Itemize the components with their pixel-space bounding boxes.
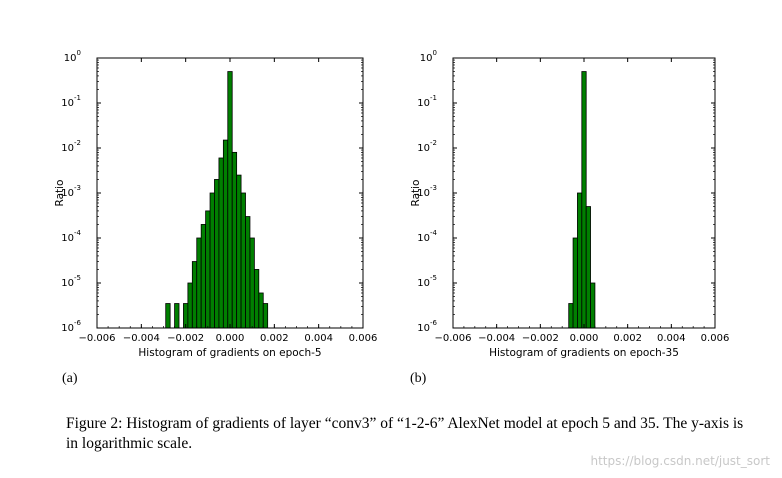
histogram-bar — [568, 303, 574, 329]
histogram-bar — [191, 261, 198, 329]
watermark: https://blog.csdn.net/just_sort — [590, 454, 771, 468]
x-tick-label: 0.000 — [570, 333, 599, 344]
histogram-bar — [174, 303, 180, 329]
x-tick-label: 0.004 — [657, 333, 686, 344]
y-tick-label: 10-2 — [61, 139, 81, 154]
histogram-bar — [231, 151, 238, 329]
x-tick-label: 0.000 — [216, 333, 245, 344]
y-tick-label: 10-1 — [61, 94, 81, 109]
y-tick-label: 10-5 — [61, 274, 81, 289]
y-axis-label: Ratio — [54, 180, 66, 207]
histogram-bar — [218, 157, 224, 329]
y-tick-label: 10-2 — [417, 139, 437, 154]
x-tick-label: −0.006 — [78, 333, 115, 344]
histogram-bar — [214, 179, 220, 329]
histogram-bar — [240, 192, 246, 329]
x-tick-label: 0.002 — [613, 333, 642, 344]
x-axis-label: Histogram of gradients on epoch-35 — [489, 347, 679, 359]
chart-panel-1: −0.006 −0.004 −0.002 0.000 0.002 0.004 0.006 10… — [54, 49, 377, 386]
x-tick-label: −0.004 — [123, 333, 160, 344]
histogram-bar — [245, 216, 251, 329]
y-tick-label: 10-6 — [61, 319, 81, 334]
histogram-bar — [590, 282, 596, 329]
y-tick-label: 10-5 — [417, 274, 437, 289]
y-tick-label: 10-4 — [61, 229, 81, 244]
y-axis-label: Ratio — [410, 180, 422, 207]
y-tick-label: 10-4 — [417, 229, 437, 244]
histogram-bar — [249, 237, 255, 329]
y-tick-label: 10-6 — [417, 319, 437, 334]
histogram-bar — [205, 210, 211, 329]
y-tick-label: 100 — [420, 49, 437, 64]
y-tick-label: 100 — [64, 49, 81, 64]
histogram-bar — [227, 71, 233, 329]
histogram-bar — [209, 192, 215, 329]
histogram-bar — [187, 282, 193, 329]
subfigure-label: (b) — [410, 371, 427, 386]
x-tick-label: 0.004 — [304, 333, 333, 344]
x-tick-label: −0.002 — [522, 333, 559, 344]
x-tick-label: 0.006 — [349, 333, 378, 344]
subfigure-label: (a) — [62, 371, 78, 386]
y-tick-label: 10-3 — [417, 184, 437, 199]
histogram-bar — [196, 237, 202, 329]
x-tick-label: −0.006 — [434, 333, 471, 344]
histogram-bar — [253, 269, 260, 329]
chart-panel-2: −0.006 −0.004 −0.002 0.000 0.002 0.004 0.006 10… — [410, 49, 729, 386]
histogram-bar — [585, 206, 591, 329]
y-tick-label: 10-3 — [61, 184, 81, 199]
histogram-bar — [236, 174, 242, 329]
x-tick-label: 0.006 — [701, 333, 730, 344]
figure-caption: Figure 2: Histogram of gradients of laye… — [66, 415, 744, 452]
x-axis-label: Histogram of gradients on epoch-5 — [138, 347, 321, 359]
x-tick-label: −0.004 — [478, 333, 515, 344]
x-tick-label: −0.002 — [167, 333, 204, 344]
histogram-bar — [581, 71, 587, 329]
histogram-bar — [572, 237, 578, 329]
x-tick-label: 0.002 — [260, 333, 289, 344]
histogram-bar — [258, 292, 264, 329]
y-tick-label: 10-1 — [417, 94, 437, 109]
histogram-bar — [577, 192, 583, 329]
histogram-bar — [222, 139, 229, 329]
histogram-bar — [165, 303, 171, 329]
histogram-bar — [262, 303, 269, 329]
histogram-bar — [200, 224, 207, 329]
